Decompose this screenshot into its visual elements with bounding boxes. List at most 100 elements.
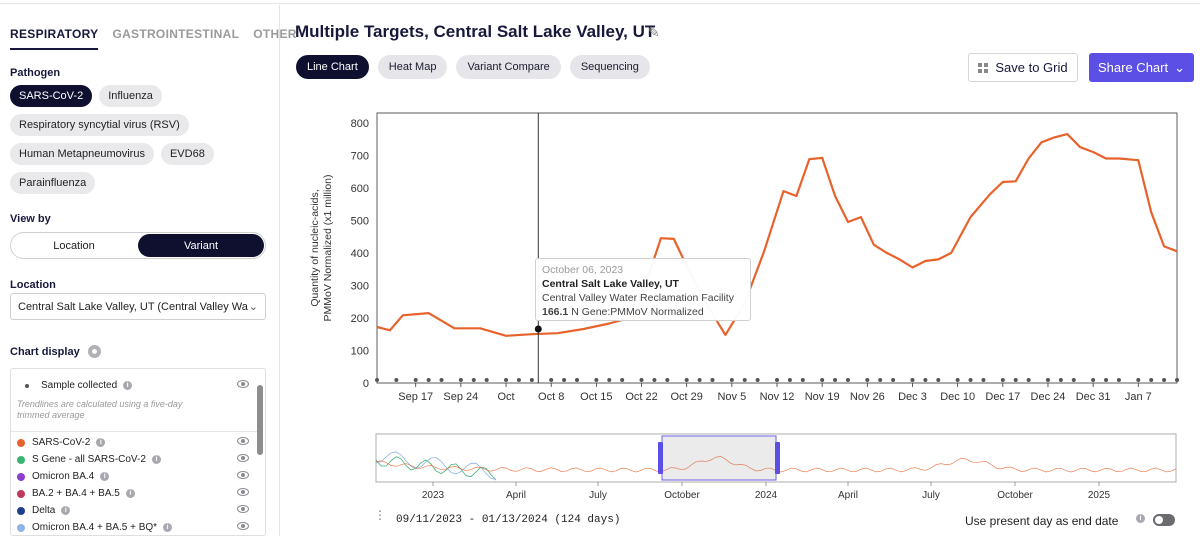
sidebar: RESPIRATORY GASTROINTESTINAL OTHER Patho… [0,5,296,536]
navigator-tick-label: 2023 [422,490,445,501]
sample-dot [549,378,554,382]
sample-dot [413,378,418,382]
sample-dot [620,378,625,382]
pencil-icon[interactable]: ✎ [648,24,660,40]
chip-rsv[interactable]: Respiratory syncytial virus (RSV) [10,114,189,136]
navigator-right-handle[interactable] [775,442,780,474]
tab-heat-map[interactable]: Heat Map [377,55,448,79]
navigator-left-handle[interactable] [658,442,663,474]
sample-collected-row: Sample collected i [17,378,257,393]
tooltip-value: 166.1 [542,306,569,318]
navigator-tick-label: April [838,490,858,501]
scrollbar-thumb[interactable] [257,385,263,455]
sample-dot [394,378,399,382]
category-tabs: RESPIRATORY GASTROINTESTINAL OTHER [10,27,297,50]
legend-item[interactable]: BA.2 + BA.4 + BA.5 i [17,486,257,501]
x-tick-label: Oct 22 [625,391,657,403]
sample-dot [375,378,379,382]
info-icon[interactable]: i [61,506,71,515]
info-icon[interactable]: i [163,523,173,532]
legend-item[interactable]: Delta i [17,503,257,518]
sample-dot [1162,378,1167,382]
tab-sequencing[interactable]: Sequencing [569,55,650,79]
scrollbar[interactable] [257,375,263,525]
info-icon[interactable]: i [125,489,135,498]
sample-dot [742,378,747,382]
save-to-grid-button[interactable]: Save to Grid [968,53,1078,82]
eye-icon[interactable] [237,437,249,445]
chip-evd68[interactable]: EVD68 [160,143,214,165]
legend-label: SARS-CoV-2 [32,437,91,448]
tab-gastrointestinal[interactable]: GASTROINTESTINAL [112,27,240,41]
line-chart[interactable]: 0 100 200 300 400 500 600 700 800 Sep 17 Sep 24 Oct… [290,105,1190,410]
tooltip-date: October 06, 2023 [542,264,624,276]
legend-item[interactable]: Omicron BA.4 i [17,469,257,484]
sample-dot [710,378,715,382]
sample-dot [891,378,896,382]
sample-dot [471,378,476,382]
chip-influenza[interactable]: Influenza [99,85,162,107]
chip-hmpv[interactable]: Human Metapneumovirus [10,143,154,165]
present-day-toggle[interactable] [1153,514,1175,526]
info-icon[interactable]: i [96,438,106,447]
legend-color-dot [17,523,25,532]
tab-line-chart[interactable]: Line Chart [296,55,369,79]
x-tick-label: Dec 31 [1076,391,1111,403]
info-icon[interactable]: i [123,381,133,390]
sample-dot [865,378,870,382]
y-tick-label: 500 [351,215,369,227]
eye-icon[interactable] [237,454,249,462]
navigator-tick-label: October [664,490,700,501]
page-title: Multiple Targets, Central Salt Lake Vall… [295,22,656,41]
eye-icon[interactable] [237,488,249,496]
eye-icon[interactable] [237,471,249,479]
more-options-icon[interactable]: ⋮ [374,508,386,522]
range-navigator[interactable]: 2023 April July October 2024 April July October… [370,430,1190,505]
x-tick-label: Oct 8 [538,391,564,403]
tooltip-unit: N Gene:PMMoV Normalized [571,306,704,318]
sample-dot [820,378,825,382]
legend-color-dot [17,489,25,498]
share-chart-button[interactable]: Share Chart ⌄ [1089,53,1194,82]
x-tick-label: Jan 7 [1125,391,1152,403]
sample-collected-label: Sample collected [41,380,118,391]
location-select[interactable]: Central Salt Lake Valley, UT (Central Va… [10,293,266,320]
y-tick-label: 700 [351,150,369,162]
sample-dot [1136,378,1141,382]
gear-icon[interactable] [87,345,101,358]
y-tick-label: 200 [351,313,369,325]
x-tick-label: Oct 15 [580,391,612,403]
tab-variant-compare[interactable]: Variant Compare [456,55,561,79]
legend-item[interactable]: Omicron BA.4 + BA.5 + BQ* i [17,520,257,535]
chip-parainfluenza[interactable]: Parainfluenza [10,172,96,194]
y-tick-label: 300 [351,280,369,292]
viewby-variant[interactable]: Variant [138,234,264,257]
sample-dot [458,378,463,382]
share-label: Share Chart [1098,60,1169,75]
eye-icon[interactable] [237,380,249,388]
sample-dot [1091,378,1096,382]
tab-other[interactable]: OTHER [253,27,297,41]
eye-icon[interactable] [237,505,249,513]
info-icon[interactable]: i [100,472,110,481]
legend-item[interactable]: SARS-CoV-2 i [17,435,257,450]
navigator-selection[interactable] [661,435,777,481]
x-tick-label: Dec 3 [898,391,927,403]
info-icon[interactable]: i [151,455,161,464]
viewby-location[interactable]: Location [53,239,95,252]
tab-respiratory[interactable]: RESPIRATORY [10,27,99,50]
sample-dot [833,378,838,382]
legend-label: Delta [32,505,56,516]
x-tick-label: Oct 29 [670,391,702,403]
chart-display-header: Chart display [10,345,101,358]
sample-dot [516,378,521,382]
series-line-sars-cov-2[interactable] [376,133,1178,337]
legend-item[interactable]: S Gene - all SARS-CoV-2 i [17,452,257,467]
sample-dot [607,378,612,382]
sample-dot [575,378,579,382]
sample-dot [594,378,599,382]
sample-dot [910,378,915,382]
info-icon[interactable]: i [1136,514,1145,523]
chip-sars-cov-2[interactable]: SARS-CoV-2 [10,85,93,107]
eye-icon[interactable] [237,522,249,530]
